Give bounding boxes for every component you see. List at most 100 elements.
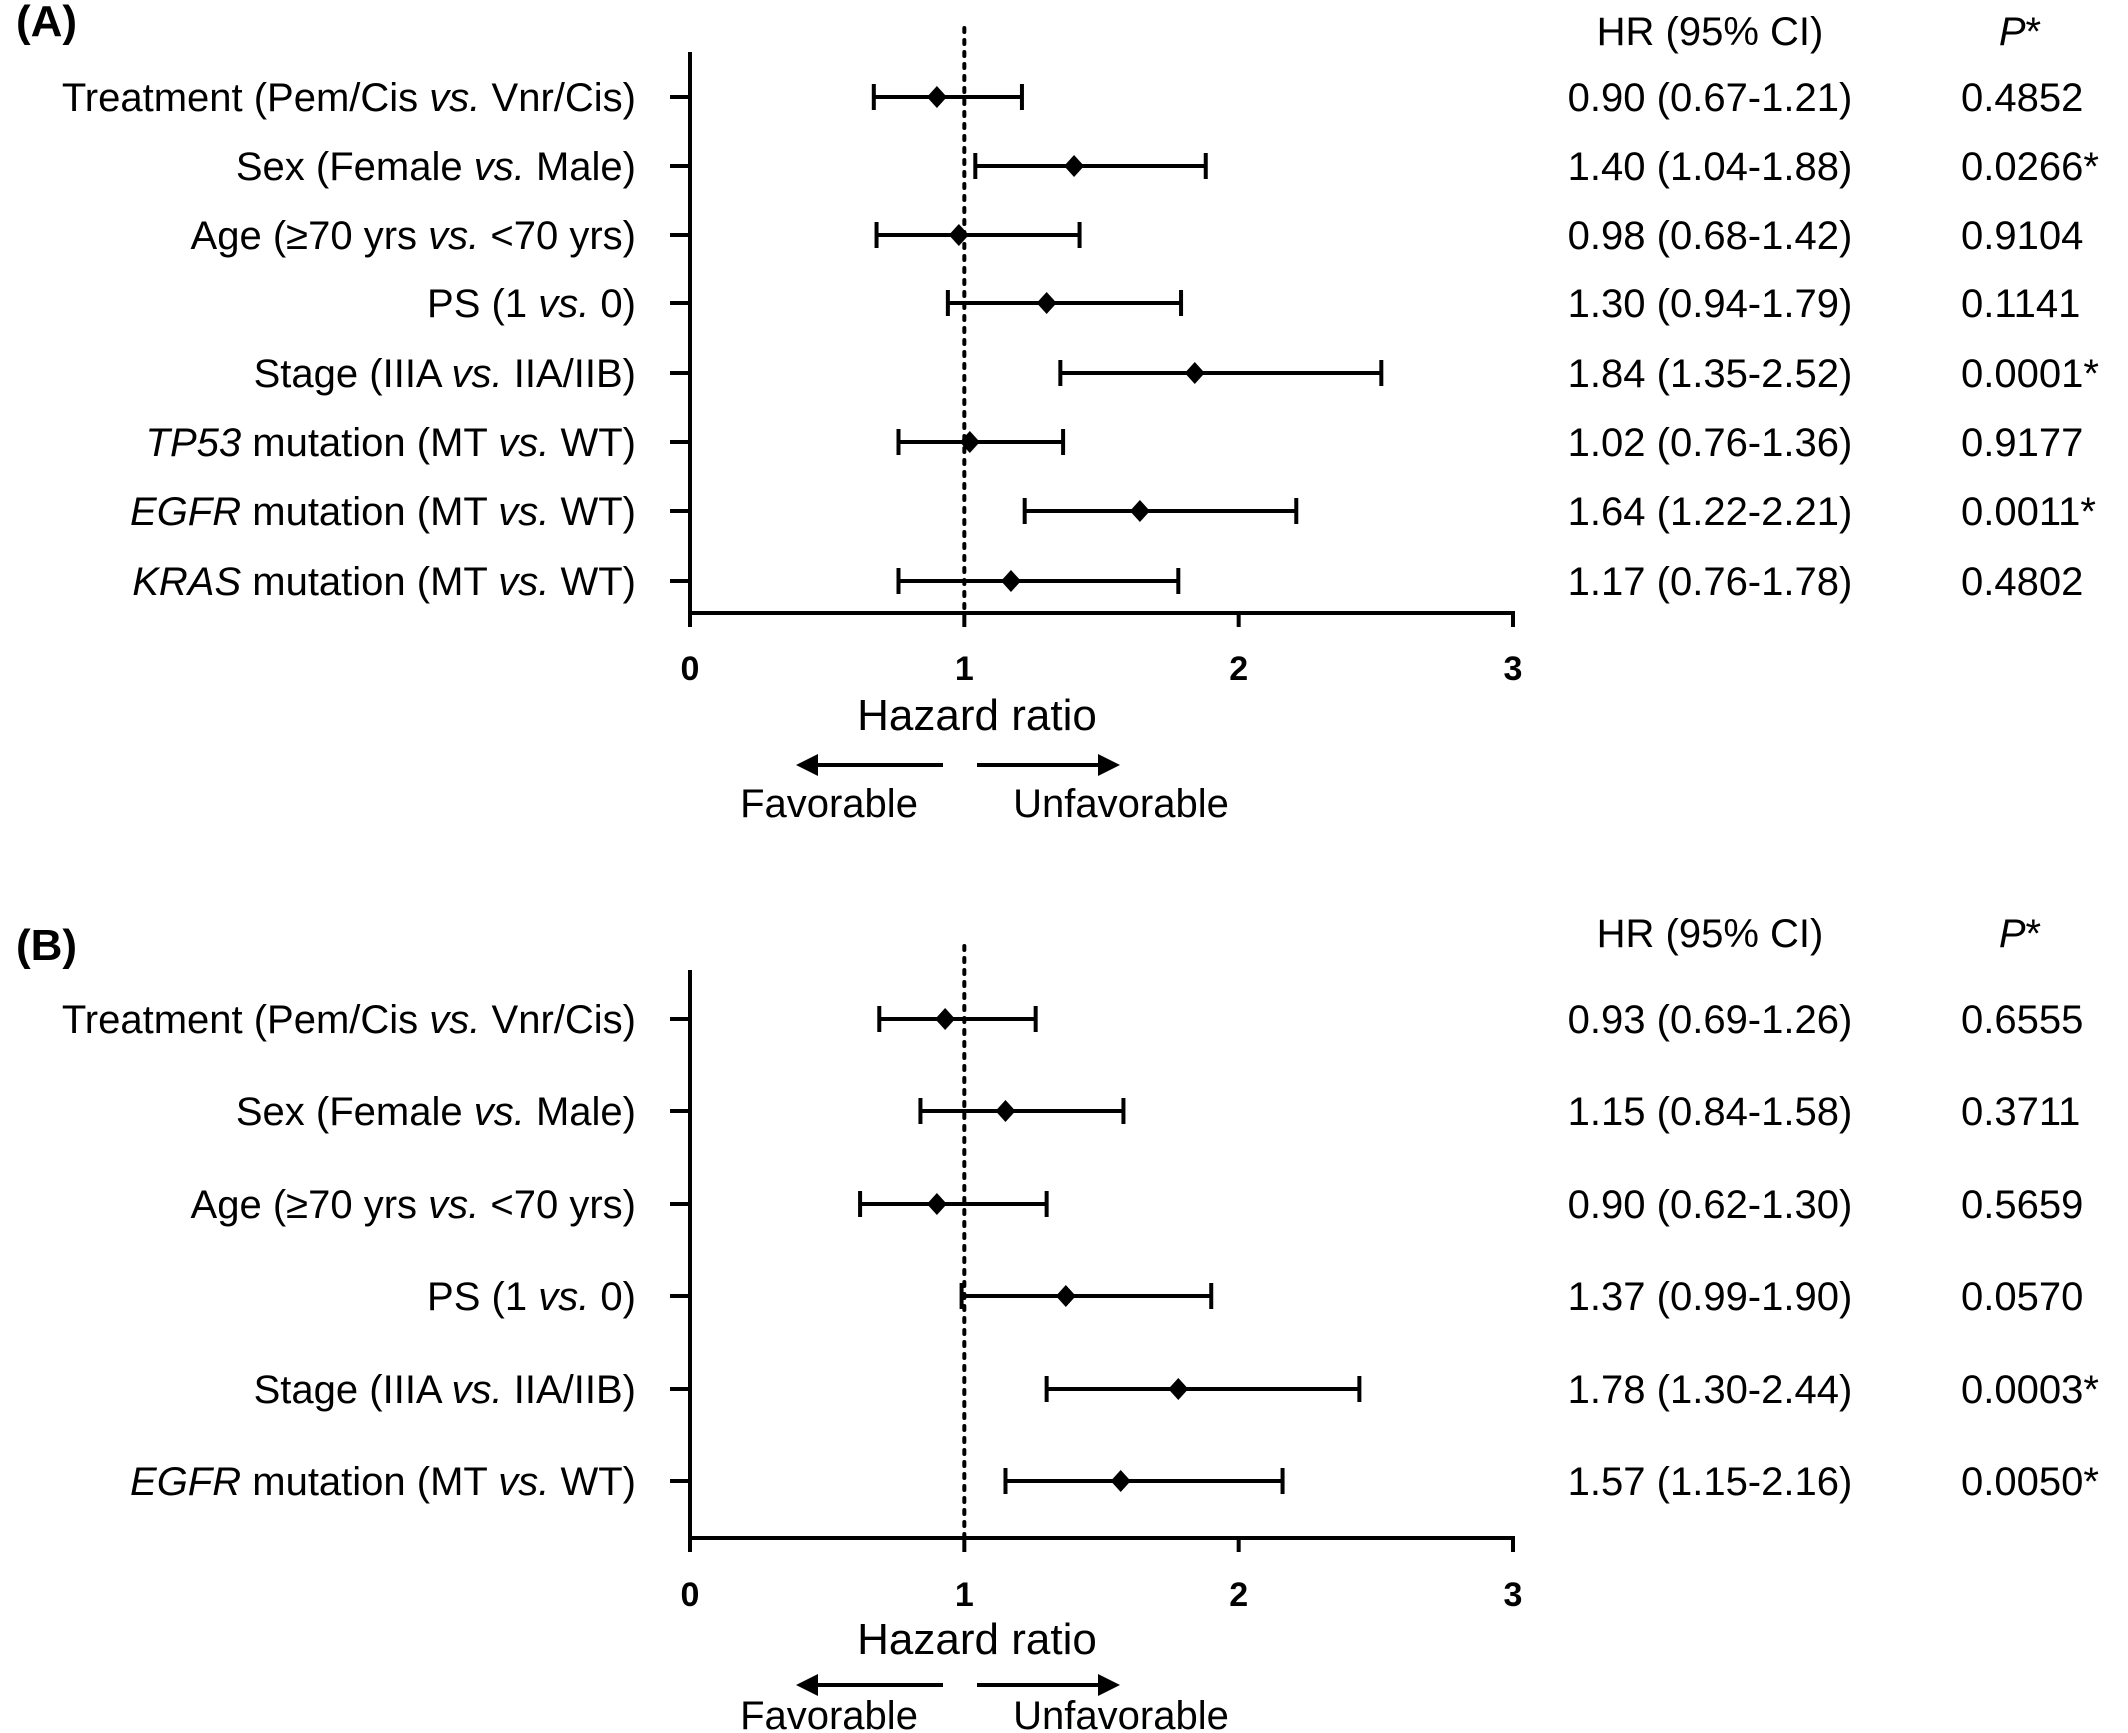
row-label-part: KRAS — [132, 560, 241, 604]
p-value: 0.3711 — [1961, 1090, 2080, 1134]
row-label-part: Sex (Female — [236, 145, 474, 189]
row-label-part: vs. — [538, 1275, 589, 1319]
row-label-part: Treatment (Pem/Cis — [62, 998, 429, 1042]
hr-value: 1.02 (0.76-1.36) — [1568, 421, 1853, 465]
x-tick-label: 1 — [955, 650, 974, 688]
row-label-part: vs. — [538, 282, 589, 326]
row-label-part: TP53 — [146, 421, 242, 465]
favorable-label: Favorable — [740, 782, 918, 826]
row-label-part: vs. — [429, 76, 480, 120]
x-tick-label: 0 — [681, 650, 700, 688]
hr-point-marker — [1036, 292, 1057, 314]
row-label-part: Vnr/Cis) — [480, 76, 636, 120]
row-label-part: vs. — [452, 1368, 503, 1412]
hr-value: 1.30 (0.94-1.79) — [1568, 282, 1853, 326]
hr-point-marker — [1055, 1285, 1076, 1307]
row-label-part: vs. — [498, 421, 549, 465]
panel-label: (A) — [16, 0, 77, 46]
p-value: 0.4852 — [1961, 76, 2083, 120]
p-value: 0.0570 — [1961, 1275, 2083, 1319]
x-tick-label: 2 — [1229, 650, 1248, 688]
p-value: 0.1141 — [1961, 282, 2080, 326]
row-label-part: WT) — [549, 1460, 636, 1504]
p-column-header-letter: P — [1999, 912, 2026, 956]
row-label-part: WT) — [549, 421, 636, 465]
unfavorable-arrow-head — [1098, 1674, 1120, 1696]
row-label: Treatment (Pem/Cis vs. Vnr/Cis) — [62, 998, 636, 1042]
p-value: 0.9104 — [1961, 214, 2083, 258]
p-column-header: P* — [1999, 912, 2041, 956]
x-axis-title: Hazard ratio — [857, 691, 1097, 740]
row-label: KRAS mutation (MT vs. WT) — [132, 560, 636, 604]
favorable-arrow-head — [796, 1674, 818, 1696]
hr-column-header: HR (95% CI) — [1597, 10, 1824, 54]
hr-value: 1.17 (0.76-1.78) — [1568, 560, 1853, 604]
favorable-arrow-head — [796, 754, 818, 776]
p-column-header: P* — [1999, 10, 2041, 54]
row-label-part: vs. — [474, 1090, 525, 1134]
hr-point-marker — [1064, 155, 1085, 177]
hr-value: 1.64 (1.22-2.21) — [1568, 490, 1853, 534]
row-label: Stage (IIIA vs. IIA/IIB) — [254, 1368, 636, 1412]
hr-point-marker — [995, 1100, 1016, 1122]
row-label-part: <70 yrs) — [479, 214, 636, 258]
row-label: TP53 mutation (MT vs. WT) — [146, 421, 636, 465]
hr-point-marker — [959, 431, 980, 453]
row-label-part: 0) — [589, 1275, 636, 1319]
hr-value: 0.90 (0.67-1.21) — [1568, 76, 1853, 120]
p-value: 0.6555 — [1961, 998, 2083, 1042]
hr-value: 1.40 (1.04-1.88) — [1568, 145, 1853, 189]
row-label-part: Vnr/Cis) — [480, 998, 636, 1042]
row-label-part: vs. — [498, 1460, 549, 1504]
p-value: 0.0266* — [1961, 145, 2099, 189]
row-label-part: 0) — [589, 282, 636, 326]
row-label: PS (1 vs. 0) — [427, 1275, 636, 1319]
row-label-part: Stage (IIIA — [254, 352, 452, 396]
p-value: 0.4802 — [1961, 560, 2083, 604]
row-label-part: IIA/IIB) — [503, 352, 636, 396]
hr-value: 0.93 (0.69-1.26) — [1568, 998, 1853, 1042]
p-column-header-letter: P — [1999, 10, 2026, 54]
row-label: Treatment (Pem/Cis vs. Vnr/Cis) — [62, 76, 636, 120]
row-label-part: Sex (Female — [236, 1090, 474, 1134]
row-label-part: mutation (MT — [241, 560, 498, 604]
hr-point-marker — [948, 224, 969, 246]
hr-point-marker — [926, 86, 947, 108]
hr-point-marker — [935, 1008, 956, 1030]
row-label-part: vs. — [498, 560, 549, 604]
hr-value: 0.90 (0.62-1.30) — [1568, 1183, 1853, 1227]
row-label-part: IIA/IIB) — [503, 1368, 636, 1412]
row-label-part: vs. — [452, 352, 503, 396]
row-label-part: Age (≥70 yrs — [191, 1183, 429, 1227]
row-label-part: WT) — [549, 560, 636, 604]
hr-point-marker — [1129, 500, 1150, 522]
row-label: PS (1 vs. 0) — [427, 282, 636, 326]
row-label-part: WT) — [549, 490, 636, 534]
row-label: EGFR mutation (MT vs. WT) — [130, 1460, 636, 1504]
hr-point-marker — [1110, 1470, 1131, 1492]
row-label: EGFR mutation (MT vs. WT) — [130, 490, 636, 534]
row-label-part: vs. — [428, 214, 479, 258]
row-label-part: mutation (MT — [241, 421, 498, 465]
p-column-header-asterisk: * — [2026, 912, 2042, 956]
panel-label: (B) — [16, 921, 77, 970]
forest-panel-a: (A) HR (95% CI) P* 0 1 2 3 Treatment (Pem/Cis v… — [16, 0, 2099, 826]
x-tick-label: 3 — [1504, 1576, 1523, 1614]
p-value: 0.9177 — [1961, 421, 2083, 465]
row-label-part: Stage (IIIA — [254, 1368, 452, 1412]
p-value: 0.0050* — [1961, 1460, 2099, 1504]
row-label-part: EGFR — [130, 490, 241, 534]
row-label-part: Male) — [525, 145, 636, 189]
hr-value: 1.37 (0.99-1.90) — [1568, 1275, 1853, 1319]
hr-value: 0.98 (0.68-1.42) — [1568, 214, 1853, 258]
row-label-part: mutation (MT — [241, 1460, 498, 1504]
row-label-part: EGFR — [130, 1460, 241, 1504]
hr-column-header: HR (95% CI) — [1597, 912, 1824, 956]
row-label-part: Male) — [525, 1090, 636, 1134]
x-tick-label: 2 — [1229, 1576, 1248, 1614]
hr-point-marker — [1168, 1378, 1189, 1400]
row-label-part: PS (1 — [427, 282, 538, 326]
p-value: 0.0001* — [1961, 352, 2099, 396]
favorable-label: Favorable — [740, 1694, 918, 1733]
